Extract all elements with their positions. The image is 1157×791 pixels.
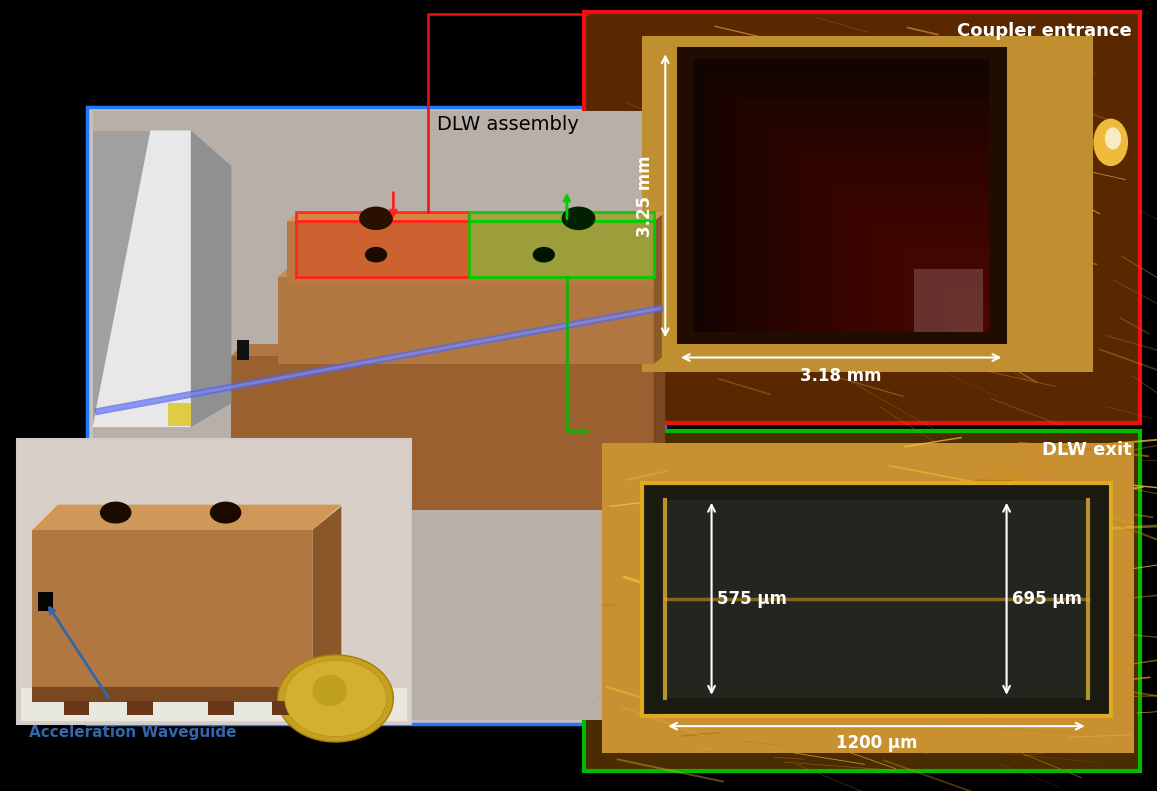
Text: DLW exit: DLW exit xyxy=(1041,441,1132,460)
Polygon shape xyxy=(654,214,662,285)
Ellipse shape xyxy=(278,655,393,742)
Polygon shape xyxy=(278,277,654,364)
Bar xyxy=(21,688,407,721)
Bar xyxy=(694,59,989,332)
Bar xyxy=(782,141,989,332)
Circle shape xyxy=(533,248,554,262)
Bar xyxy=(724,86,989,332)
Bar xyxy=(469,221,654,277)
Polygon shape xyxy=(278,269,662,277)
Polygon shape xyxy=(32,530,312,696)
Bar xyxy=(768,127,989,332)
Bar xyxy=(642,36,1093,372)
Bar xyxy=(296,221,469,277)
Bar xyxy=(93,111,659,720)
Bar xyxy=(677,47,1007,344)
Polygon shape xyxy=(296,212,469,221)
Polygon shape xyxy=(469,212,654,221)
Bar xyxy=(827,182,989,332)
Bar xyxy=(960,305,989,332)
Bar xyxy=(900,251,989,332)
Text: 695 μm: 695 μm xyxy=(1012,590,1083,607)
Bar xyxy=(602,443,1134,753)
Bar xyxy=(914,269,983,332)
Bar xyxy=(584,12,1140,423)
Polygon shape xyxy=(287,212,665,221)
Bar xyxy=(469,212,654,277)
Bar xyxy=(665,500,1088,698)
Circle shape xyxy=(562,207,595,229)
Bar xyxy=(871,223,989,332)
Text: Acceleration Waveguide: Acceleration Waveguide xyxy=(29,725,236,740)
Polygon shape xyxy=(287,221,654,285)
Bar xyxy=(930,278,989,332)
Circle shape xyxy=(366,248,386,262)
Polygon shape xyxy=(231,344,659,356)
Polygon shape xyxy=(32,505,341,530)
Text: DLW assembly: DLW assembly xyxy=(436,115,578,134)
Bar xyxy=(237,340,249,360)
Text: 575 μm: 575 μm xyxy=(717,590,788,607)
Polygon shape xyxy=(93,131,179,427)
Bar xyxy=(17,439,411,724)
Ellipse shape xyxy=(312,675,347,706)
Bar xyxy=(974,319,989,332)
Bar xyxy=(272,701,297,715)
Bar xyxy=(208,701,234,715)
Bar xyxy=(87,107,665,724)
Text: Coupler entrance: Coupler entrance xyxy=(957,22,1132,40)
Bar xyxy=(64,701,89,715)
Bar xyxy=(856,210,989,332)
Bar xyxy=(886,237,989,332)
Bar xyxy=(738,100,989,332)
Circle shape xyxy=(360,207,392,229)
Text: 3.18 mm: 3.18 mm xyxy=(801,367,882,385)
Ellipse shape xyxy=(285,660,386,736)
Bar xyxy=(642,483,1111,716)
Ellipse shape xyxy=(1105,127,1121,149)
Circle shape xyxy=(211,502,241,523)
Polygon shape xyxy=(32,687,312,702)
Polygon shape xyxy=(654,269,662,364)
Polygon shape xyxy=(231,356,654,510)
Bar xyxy=(812,168,989,332)
Bar xyxy=(38,592,53,611)
Text: 1200 μm: 1200 μm xyxy=(835,734,918,752)
Bar xyxy=(915,264,989,332)
Bar xyxy=(296,212,469,277)
Polygon shape xyxy=(93,131,191,427)
Bar xyxy=(694,59,989,332)
Bar xyxy=(584,431,1140,771)
Text: 3.25 mm: 3.25 mm xyxy=(635,155,654,237)
Bar xyxy=(127,701,153,715)
Bar xyxy=(168,403,191,426)
Bar xyxy=(709,73,989,332)
Circle shape xyxy=(101,502,131,523)
Polygon shape xyxy=(191,131,231,427)
Bar xyxy=(945,291,989,332)
Ellipse shape xyxy=(1093,119,1128,166)
Bar xyxy=(842,196,989,332)
Polygon shape xyxy=(312,674,341,702)
Polygon shape xyxy=(312,506,341,696)
Polygon shape xyxy=(654,348,665,510)
Bar xyxy=(642,483,1111,716)
Bar xyxy=(797,155,989,332)
Bar xyxy=(753,114,989,332)
